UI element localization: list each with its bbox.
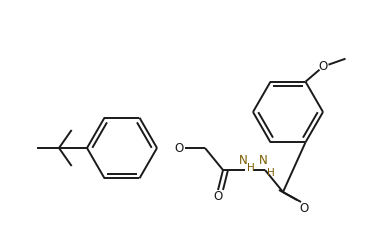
- Text: N: N: [259, 154, 267, 167]
- Text: O: O: [174, 142, 183, 154]
- Text: H: H: [247, 163, 255, 173]
- Text: O: O: [213, 190, 223, 203]
- Text: N: N: [239, 154, 247, 167]
- Text: O: O: [299, 202, 309, 214]
- Text: O: O: [319, 60, 328, 73]
- Text: H: H: [267, 168, 275, 178]
